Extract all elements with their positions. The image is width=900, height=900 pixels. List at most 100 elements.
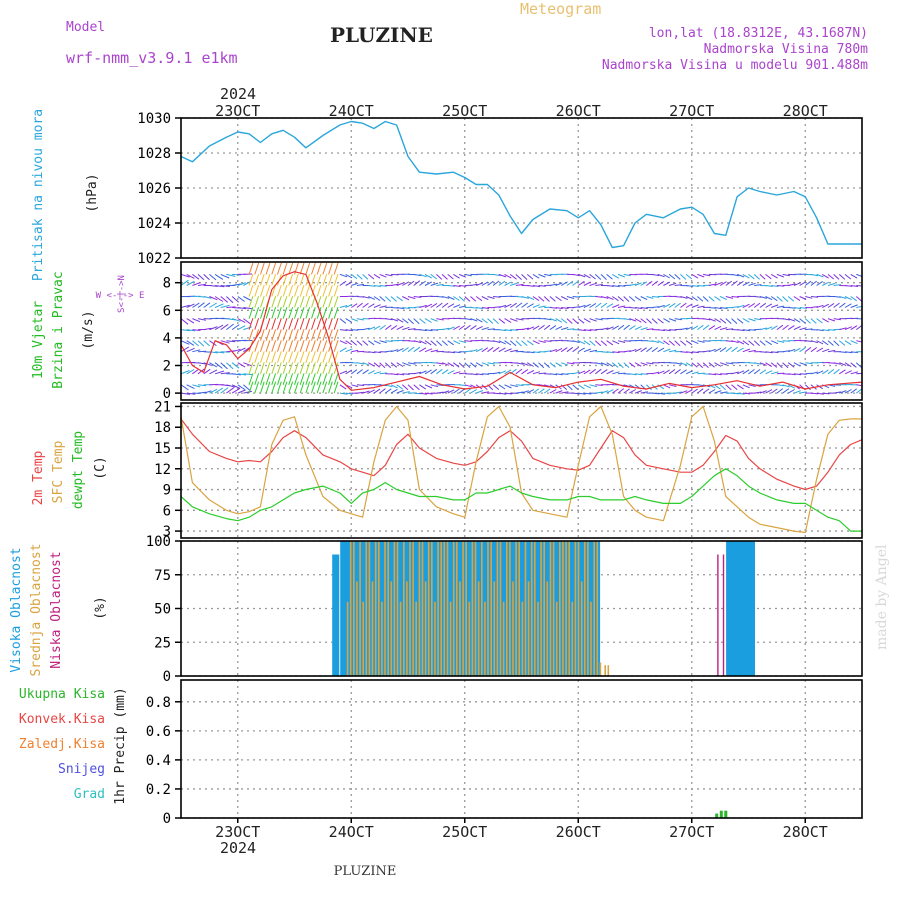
wind-barb	[203, 302, 211, 308]
wind-barb	[481, 296, 489, 301]
high-cloud-bar	[427, 541, 432, 676]
wind-barb	[748, 282, 756, 286]
pressure-ylabel: Pritisak na nivou mora	[31, 109, 46, 281]
wind-barb	[549, 362, 556, 368]
wind-barb	[833, 302, 840, 308]
wind-barb	[265, 381, 271, 394]
wind-barb	[651, 306, 660, 308]
wind-barb	[685, 389, 693, 394]
wind-barb	[197, 362, 207, 365]
wind-barb	[787, 389, 795, 394]
wind-barb	[657, 392, 665, 395]
wind-barb	[316, 284, 322, 297]
wind-barb	[611, 362, 619, 368]
wind-barb	[702, 296, 709, 302]
wind-barb	[651, 273, 660, 277]
wind-barb	[424, 384, 433, 389]
wind-barb	[714, 390, 722, 394]
wind-barb	[373, 362, 381, 368]
wind-barb	[691, 351, 699, 354]
wind-barb	[816, 340, 824, 345]
wind-barb	[328, 307, 333, 319]
wind-barb	[368, 389, 375, 394]
wind-barb	[691, 388, 698, 394]
wind-barb	[294, 318, 299, 330]
high-cloud-bar	[744, 541, 749, 676]
wind-barb	[430, 368, 438, 375]
wind-barb	[248, 307, 254, 319]
high-cloud-bar	[399, 541, 404, 676]
wind-barb	[515, 302, 523, 308]
wind-barb	[192, 282, 201, 286]
mid-cloud-bar	[399, 601, 402, 677]
wind-barb	[510, 384, 518, 388]
wind-barb	[589, 384, 598, 388]
high-cloud-bar	[458, 541, 463, 676]
wind-barb	[430, 302, 438, 308]
wind-barb	[776, 362, 783, 369]
wind-barb	[663, 340, 670, 346]
wind-barb	[265, 351, 271, 363]
mid-cloud-bar	[362, 601, 364, 677]
wind-barb	[719, 384, 727, 391]
wind-barb	[447, 274, 454, 280]
wind-barb	[470, 283, 478, 286]
wind-barb	[589, 329, 598, 331]
wind-barb	[305, 373, 311, 385]
wind-barb	[282, 381, 288, 394]
wind-barb	[697, 285, 705, 287]
wind-barb	[311, 307, 316, 319]
wind-barb	[396, 384, 404, 390]
wind-barb	[192, 368, 200, 375]
wind-barb	[277, 307, 282, 319]
wind-barb	[181, 329, 191, 332]
mid-cloud-bar	[559, 541, 561, 676]
wind-barb	[470, 373, 478, 376]
wind-barb	[583, 384, 592, 389]
wind-barb	[237, 318, 246, 324]
wind-barb	[628, 362, 636, 368]
wind-barb	[436, 362, 444, 365]
wind-barb	[736, 280, 744, 286]
wind-barb	[209, 274, 217, 281]
wind-barb	[532, 325, 540, 331]
mid-cloud-bar	[459, 581, 461, 676]
wind-barb	[458, 273, 466, 278]
wind-barb	[640, 347, 647, 353]
wind-barb	[260, 296, 265, 308]
wind-barb	[634, 307, 643, 310]
wind-barb	[538, 324, 545, 331]
wind-barb	[703, 350, 711, 353]
wind-barb	[702, 324, 710, 330]
wind-barb	[288, 262, 294, 275]
wind-barb	[754, 391, 762, 394]
wind-barb	[560, 296, 569, 301]
wind-barb	[748, 318, 756, 322]
wind-barb	[203, 390, 212, 394]
mid-cloud-bar	[607, 665, 610, 676]
mid-cloud-bar	[493, 581, 496, 676]
wind-barb	[322, 351, 328, 363]
mid-cloud-bar	[462, 541, 464, 676]
wind-barb	[288, 273, 294, 286]
wind-barb	[214, 370, 225, 375]
wind-barb	[453, 362, 460, 368]
wind-barb	[617, 296, 624, 302]
wind-barb	[708, 283, 717, 286]
wind-barb	[294, 381, 299, 394]
wind-barb	[515, 340, 522, 347]
wind-barb	[385, 350, 393, 353]
mid-cloud-bar	[353, 541, 355, 676]
wind-barb	[549, 283, 558, 286]
wind-barb	[504, 281, 512, 286]
wind-barb	[668, 302, 676, 308]
y-tick-label: 1024	[137, 216, 171, 232]
high-cloud-bar	[515, 541, 519, 676]
wind-barb	[509, 274, 517, 280]
wind-barb	[487, 280, 494, 286]
wind-barb	[629, 349, 637, 353]
wind-barb	[226, 323, 234, 330]
wind-barb	[844, 326, 852, 331]
wind-barb	[799, 307, 807, 309]
mid-cloud-bar	[440, 541, 442, 676]
